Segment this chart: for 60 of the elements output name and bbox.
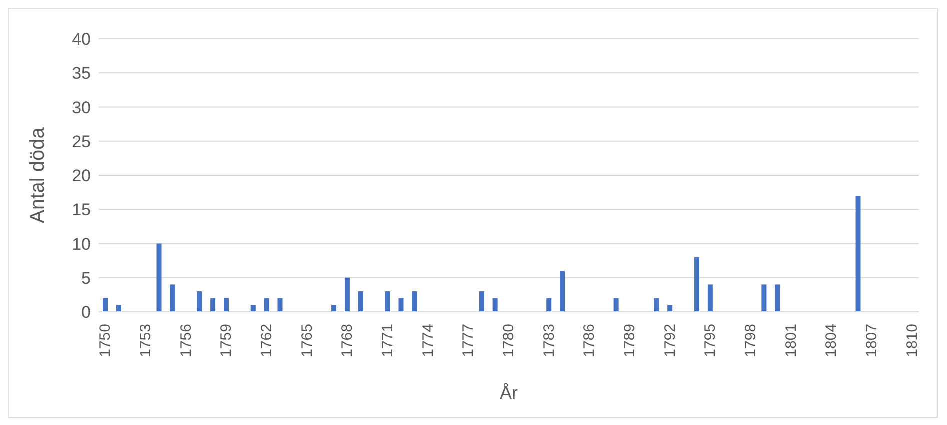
x-tick-label: 1762 <box>258 324 276 358</box>
bar <box>224 298 229 312</box>
x-tick-label: 1801 <box>782 324 800 358</box>
bar <box>654 298 660 312</box>
bar <box>358 292 364 312</box>
y-tick-label: 30 <box>72 98 91 118</box>
x-tick-label: 1756 <box>178 324 195 358</box>
x-tick-label: 1795 <box>702 324 720 358</box>
bar <box>614 298 619 312</box>
x-tick-label: 1786 <box>581 324 598 358</box>
bar <box>560 271 566 312</box>
bar <box>856 196 861 312</box>
y-tick-label: 25 <box>72 132 91 152</box>
bar <box>412 292 418 312</box>
bar <box>385 292 390 312</box>
bar <box>492 298 498 312</box>
bar <box>250 305 256 312</box>
bar <box>156 244 162 312</box>
bar <box>479 292 484 312</box>
y-axis-title: Antal döda <box>27 126 50 224</box>
y-tick-label: 20 <box>72 166 91 186</box>
bar <box>694 257 700 312</box>
y-tick-label: 40 <box>72 30 91 50</box>
bar <box>668 305 673 312</box>
x-tick-label: 1798 <box>742 324 760 358</box>
bar <box>264 298 270 312</box>
y-tick-label: 5 <box>82 268 91 288</box>
x-tick-label: 1792 <box>662 324 679 358</box>
bar <box>278 298 283 312</box>
x-tick-label: 1783 <box>540 324 558 358</box>
bar <box>708 284 713 312</box>
x-tick-label: 1750 <box>97 324 114 358</box>
y-tick-label: 15 <box>72 200 91 220</box>
bar <box>398 298 404 312</box>
bar <box>762 284 767 312</box>
x-tick-label: 1789 <box>621 324 638 358</box>
bar <box>332 305 337 312</box>
x-tick-label: 1810 <box>904 324 921 358</box>
bar <box>344 278 350 312</box>
bar <box>775 284 780 312</box>
bar <box>103 298 108 312</box>
x-tick-label: 1774 <box>420 324 437 358</box>
x-tick-label: 1807 <box>863 324 880 358</box>
bar <box>210 298 216 312</box>
x-tick-label: 1759 <box>218 324 236 358</box>
x-tick-label: 1780 <box>500 324 518 358</box>
x-tick-label: 1768 <box>339 324 356 358</box>
x-tick-label: 1777 <box>460 324 478 358</box>
x-axis-title: År <box>500 383 518 403</box>
bar <box>546 298 552 312</box>
y-tick-label: 0 <box>82 303 91 322</box>
x-tick-label: 1753 <box>138 324 155 358</box>
y-tick-label: 10 <box>72 234 91 254</box>
bar <box>116 305 122 312</box>
x-tick-label: 1771 <box>380 324 397 358</box>
x-tick-label: 1804 <box>823 324 840 358</box>
bar <box>170 284 176 312</box>
bar <box>197 292 202 312</box>
y-tick-label: 35 <box>72 64 91 84</box>
x-tick-label: 1765 <box>298 324 316 358</box>
